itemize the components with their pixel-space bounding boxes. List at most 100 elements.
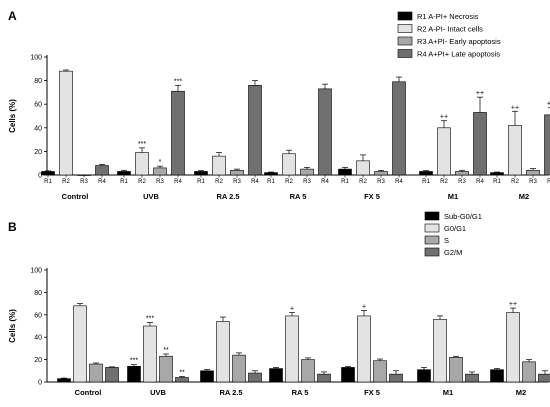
bar [248,372,262,383]
significance-label: *** [138,141,146,148]
significance-label: ** [163,347,169,354]
legend-swatch [424,247,440,257]
legend-label: G0/G1 [444,224,466,233]
bar [143,325,157,383]
legend-swatch [397,24,413,33]
bar [57,378,71,383]
significance-label: *** [174,78,182,85]
x-sub-tick-label: R2 [215,179,223,185]
bar [465,373,479,383]
bar [59,70,73,176]
legend-label: S [444,236,449,245]
bar [269,368,283,383]
bar [89,363,103,383]
legend-swatch [397,49,413,58]
bar [285,315,299,383]
bar [175,377,189,383]
significance-label: *** [146,316,154,323]
y-axis-label: Cells (%) [8,309,17,343]
bar [212,155,226,176]
bar [490,172,504,176]
bar [357,315,371,383]
x-sub-tick-label: R4 [547,179,550,185]
panel-letter: B [8,220,17,234]
significance-label: ** [179,369,185,376]
significance-label: ++ [511,104,519,111]
x-sub-tick-label: R2 [285,179,293,185]
x-category-label: FX 5 [364,388,380,397]
x-sub-tick-label: R2 [440,179,448,185]
bar [455,171,469,176]
bar [301,359,315,383]
x-sub-tick-label: R1 [267,179,275,185]
significance-label: *** [130,358,138,365]
bar [216,321,230,383]
bar [374,171,388,176]
x-sub-tick-label: R1 [422,179,430,185]
y-tick-label: 20 [34,357,42,364]
significance-label: ++ [509,301,517,308]
x-category-label: RA 5 [292,388,309,397]
bar [248,85,262,176]
bar [153,167,167,176]
y-tick-label: 60 [34,102,42,109]
y-tick-label: 80 [34,290,42,297]
x-category-label: UVB [143,192,159,201]
bar [373,360,387,383]
bar [135,152,149,176]
bar [95,165,109,176]
significance-label: ++ [476,90,484,97]
bar [171,90,185,176]
y-tick-label: 20 [34,149,42,156]
significance-label: ++ [440,114,448,121]
x-sub-tick-label: R3 [529,179,537,185]
x-sub-tick-label: R1 [197,179,205,185]
y-tick-label: 100 [30,55,42,62]
significance-label: + [290,306,294,313]
x-sub-tick-label: R4 [251,179,259,185]
bar [526,169,540,176]
bar [317,373,331,383]
legend-swatch [424,235,440,245]
x-sub-tick-label: R3 [458,179,466,185]
bar [544,114,550,176]
bar [508,125,522,176]
x-sub-tick-label: R4 [395,179,403,185]
x-sub-tick-label: R4 [98,179,106,185]
legend-label: R3 A+PI- Early apoptosis [417,37,501,46]
bar [449,357,463,383]
bar [41,171,55,176]
bar [392,81,406,176]
legend-label: R1 A-PI+ Necrosis [417,12,479,21]
bar [159,355,173,383]
x-sub-tick-label: R2 [359,179,367,185]
bar [73,305,87,383]
bar [200,370,214,383]
bar [356,160,370,176]
y-tick-label: 60 [34,312,42,319]
panel-letter: A [8,9,17,23]
x-category-label: M1 [443,388,453,397]
bar [538,373,550,383]
x-sub-tick-label: R3 [156,179,164,185]
x-sub-tick-label: R2 [62,179,70,185]
bar [264,172,278,176]
bar [127,366,141,383]
bar [506,312,520,383]
bar [389,373,403,383]
y-tick-label: 0 [38,380,42,387]
x-sub-tick-label: R1 [341,179,349,185]
x-sub-tick-label: R3 [303,179,311,185]
bar [230,169,244,176]
x-sub-tick-label: R4 [476,179,484,185]
y-tick-label: 40 [34,335,42,342]
y-tick-label: 80 [34,78,42,85]
x-category-label: RA 5 [290,192,307,201]
bar [318,88,332,176]
legend-label: R2 A-PI- Intact cells [417,25,483,34]
x-category-label: UVB [150,388,166,397]
y-tick-label: 0 [38,173,42,180]
x-category-label: M2 [519,192,529,201]
x-sub-tick-label: R3 [233,179,241,185]
